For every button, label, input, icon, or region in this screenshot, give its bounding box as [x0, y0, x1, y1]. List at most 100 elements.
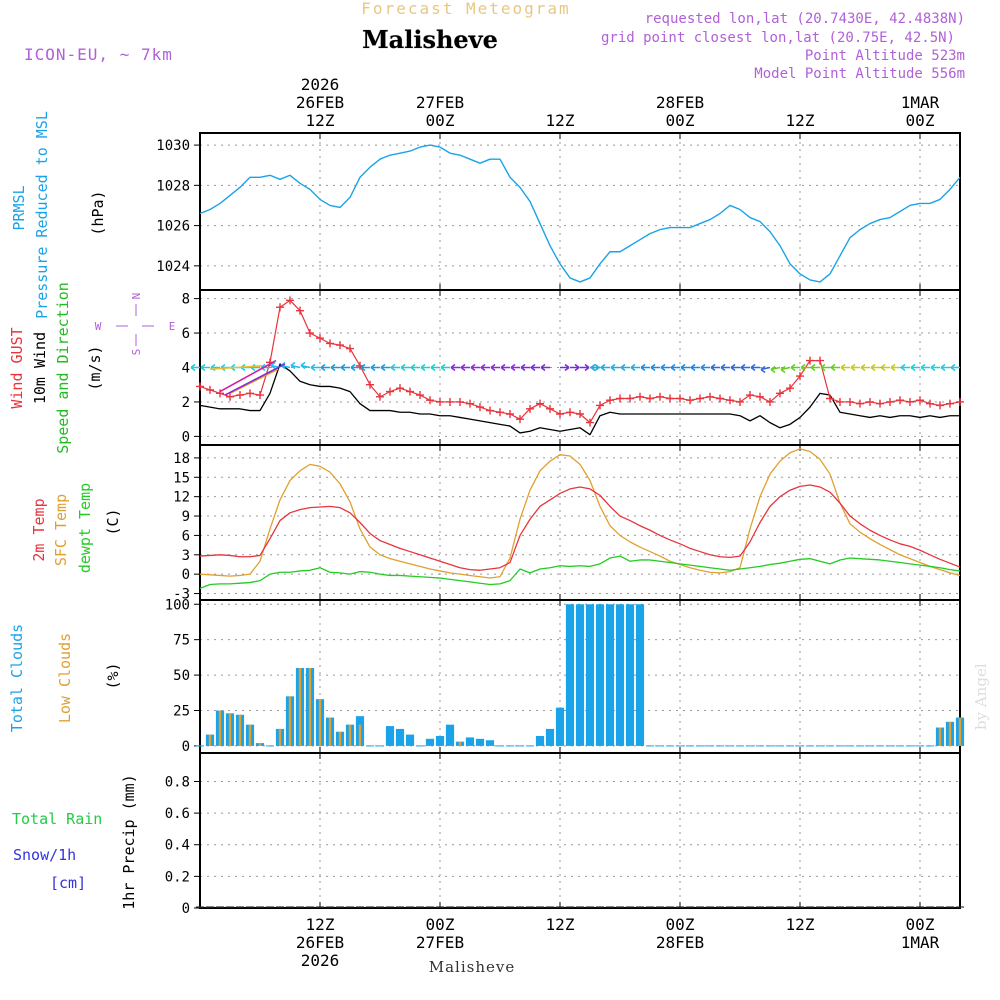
temperature-ytick-label: 3: [182, 548, 190, 564]
wind-direction-arrow-head: [780, 365, 786, 374]
wind-10m-label: 10m Wind: [31, 332, 49, 404]
wind-direction-arrow-head: [820, 363, 826, 372]
gust-marker: [456, 397, 464, 406]
wind-direction-arrow-head: [200, 363, 206, 372]
compass-e: E: [169, 320, 176, 333]
total-cloud-bar: [535, 736, 545, 746]
wind-direction-arrow-head: [650, 363, 656, 372]
gust-marker: [606, 396, 614, 405]
wind-direction-arrow-head: [610, 363, 616, 372]
wind-10m-line: [199, 363, 960, 436]
bottom-time-label: 2026: [301, 951, 340, 970]
gust-marker: [486, 406, 494, 415]
gust-marker: [696, 394, 704, 403]
wind-direction-arrow-head: [460, 363, 466, 372]
gust-marker: [886, 397, 894, 406]
top-time-label: 00Z: [906, 111, 935, 130]
wind-direction-long-arrow: [219, 359, 277, 393]
total-cloud-bar: [555, 707, 565, 746]
low-cloud-bar: [228, 713, 232, 746]
model-label: ICON-EU, ~ 7km: [24, 45, 173, 64]
pressure-label: PRMSL: [10, 185, 28, 230]
temperature-ytick-label: 12: [173, 490, 190, 506]
clouds-ytick-label: 25: [173, 704, 190, 720]
gust-marker: [706, 392, 714, 401]
gust-marker: [436, 397, 444, 406]
gust-marker: [946, 399, 954, 408]
wind-direction-arrow-head: [350, 363, 356, 372]
top-time-label: 1MAR: [901, 93, 940, 112]
gust-marker: [676, 394, 684, 403]
wind-direction-arrow-head: [700, 363, 706, 372]
bottom-time-label: 12Z: [786, 915, 815, 934]
gust-marker: [746, 391, 754, 400]
wind-direction-arrow-head: [430, 363, 436, 372]
gust-marker: [376, 392, 384, 401]
gust-marker: [616, 394, 624, 403]
clouds-ytick-label: 75: [173, 633, 190, 649]
gust-marker: [546, 404, 554, 413]
gust-marker: [796, 372, 804, 381]
wind-direction-arrow-head: [630, 363, 636, 372]
wind-ytick-label: 2: [182, 395, 190, 411]
wind-direction-long-arrow: [229, 368, 279, 395]
bottom-time-label: 00Z: [906, 915, 935, 934]
subtitle: Forecast Meteogram: [361, 0, 570, 18]
wind-ytick-label: 8: [182, 292, 190, 308]
gust-marker: [866, 397, 874, 406]
total-cloud-bar: [435, 736, 445, 746]
low-cloud-bar: [938, 727, 942, 746]
wind-direction-arrow-head: [470, 363, 476, 372]
gust-marker: [446, 397, 454, 406]
wind-direction-arrow-head: [574, 363, 580, 372]
bottom-time-label: 00Z: [426, 915, 455, 934]
total-cloud-bar: [425, 738, 435, 746]
wind-direction-arrow-head: [370, 363, 376, 372]
wind-direction-arrow-head: [340, 363, 346, 372]
precip-ytick-label: 0.2: [165, 869, 190, 885]
wind-direction-arrow-head: [890, 363, 896, 372]
low-cloud-bar: [318, 699, 322, 746]
gust-marker: [716, 394, 724, 403]
gust-marker: [596, 401, 604, 410]
wind-direction-arrow-head: [310, 363, 316, 372]
gust-marker: [836, 397, 844, 406]
top-time-label: 28FEB: [656, 93, 704, 112]
gust-marker: [506, 410, 514, 418]
gust-marker: [566, 408, 574, 417]
wind-direction-arrow-head: [800, 363, 806, 372]
gust-marker: [496, 408, 504, 417]
wind-direction-arrow-head: [400, 363, 406, 372]
top-time-label: 26FEB: [296, 93, 344, 112]
gust-marker: [846, 397, 854, 406]
wind-direction-arrow-head: [730, 363, 736, 372]
gust-marker: [656, 392, 664, 401]
wind-direction-arrow-head: [850, 363, 856, 372]
total-clouds-label: Total Clouds: [8, 624, 26, 732]
low-cloud-bar: [348, 724, 352, 746]
point-altitude: Point Altitude 523m: [805, 48, 965, 64]
pressure-ytick-label: 1028: [156, 178, 190, 194]
low-cloud-bar: [258, 743, 262, 746]
precip-ytick-label: 0.4: [165, 838, 190, 854]
precip-ytick-label: 0.6: [165, 806, 190, 822]
wind-direction-arrow-head: [590, 363, 596, 372]
wind-ytick-label: 6: [182, 326, 190, 342]
gust-marker: [326, 339, 334, 348]
wind-direction-arrow-head: [910, 363, 916, 372]
wind-direction-arrow-head: [450, 363, 456, 372]
top-time-label: 00Z: [666, 111, 695, 130]
gust-marker: [736, 397, 744, 406]
temp-2m-label: 2m Temp: [30, 498, 48, 561]
gust-marker: [206, 385, 214, 394]
clouds-unit: (%): [104, 662, 122, 689]
pressure-ytick-label: 1024: [156, 259, 190, 275]
dewpt-label: dewpt Temp: [76, 483, 94, 573]
gust-marker: [936, 401, 944, 410]
total-cloud-bar: [465, 737, 475, 746]
wind-direction-arrow-head: [840, 363, 846, 372]
gust-marker: [956, 397, 964, 406]
wind-direction-arrow-head: [790, 363, 796, 372]
wind-direction-arrow-head: [660, 363, 666, 372]
total-cloud-bar: [445, 724, 455, 746]
